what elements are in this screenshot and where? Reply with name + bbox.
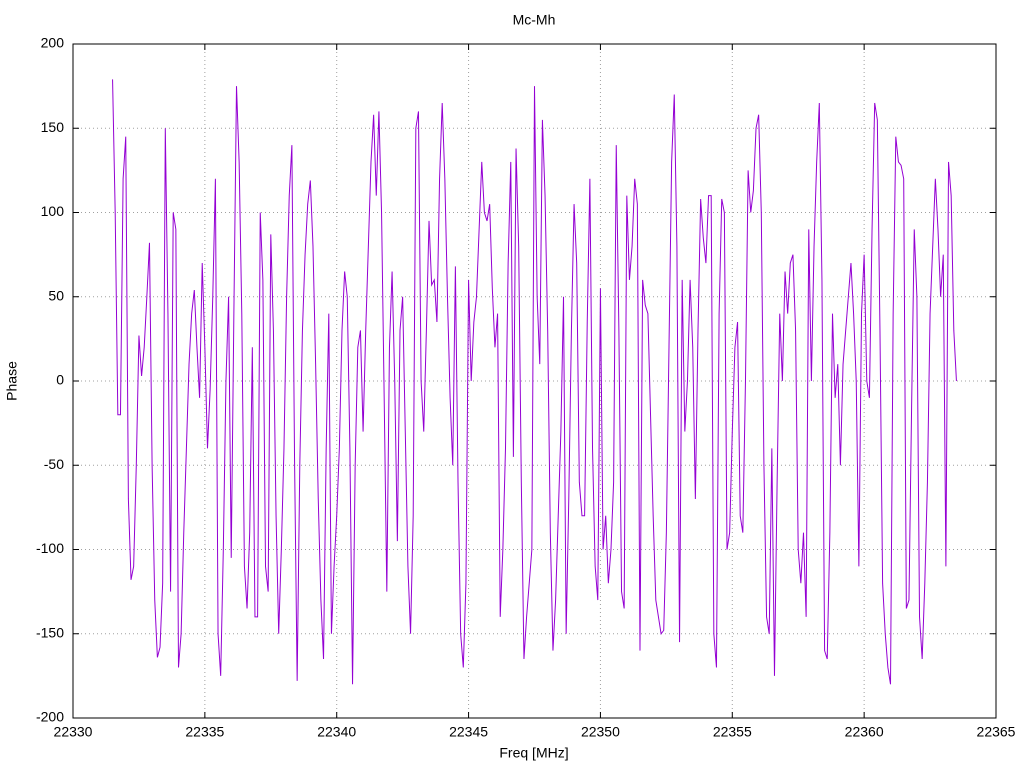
x-tick-label: 22360 bbox=[845, 724, 884, 740]
y-axis-label: Phase bbox=[4, 361, 20, 401]
x-axis-label: Freq [MHz] bbox=[499, 745, 568, 761]
y-tick-label: 150 bbox=[41, 119, 65, 135]
x-tick-label: 22340 bbox=[317, 724, 356, 740]
y-tick-label: 100 bbox=[41, 203, 65, 219]
x-tick-label: 22335 bbox=[185, 724, 224, 740]
data-line bbox=[112, 79, 957, 685]
x-tick-label: 22355 bbox=[713, 724, 752, 740]
plot-border bbox=[72, 43, 997, 719]
y-tick-label: -100 bbox=[36, 540, 64, 556]
x-tick-label: 22345 bbox=[449, 724, 488, 740]
y-tick-label: -150 bbox=[36, 624, 64, 640]
y-tick-label: -200 bbox=[36, 709, 64, 725]
y-tick-label: 50 bbox=[48, 287, 64, 303]
y-tick-label: -50 bbox=[44, 456, 64, 472]
x-tick-label: 22350 bbox=[581, 724, 620, 740]
chart-title: Mc-Mh bbox=[513, 12, 556, 28]
y-tick-label: 200 bbox=[41, 35, 65, 51]
y-tick-label: 0 bbox=[56, 372, 64, 388]
x-tick-label: 22330 bbox=[54, 724, 93, 740]
x-tick-label: 22365 bbox=[977, 724, 1016, 740]
